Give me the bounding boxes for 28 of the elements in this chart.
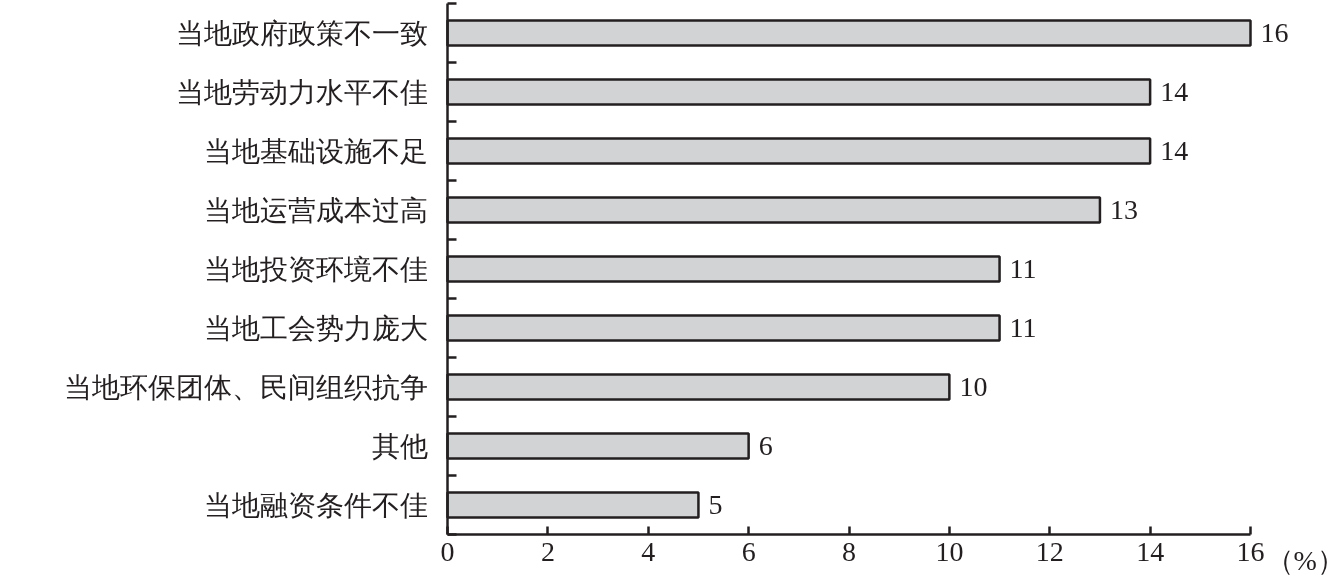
x-tick-label: 14 [1136,535,1165,567]
data-label: 14 [1160,135,1189,166]
y-tick-label: 当地运营成本过高 [203,194,428,226]
y-tick-label: 当地工会势力庞大 [203,312,428,344]
data-label: 11 [1009,312,1037,343]
data-label: 11 [1009,253,1037,284]
y-tick-label: 当地融资条件不佳 [203,489,428,521]
y-tick-label: 当地环保团体、民间组织抗争 [63,371,428,403]
x-tick-label: 8 [842,535,856,567]
y-tick-label: 当地基础设施不足 [203,135,428,167]
x-tick-label: 2 [540,535,555,567]
data-label: 14 [1160,76,1189,107]
x-tick-label: 10 [935,535,964,567]
data-label: 6 [758,430,773,461]
x-tick-label: 4 [641,535,656,567]
data-label: 5 [708,489,723,520]
x-tick-label: 12 [1035,535,1064,567]
x-tick-label: 0 [440,535,455,567]
data-label: 16 [1260,17,1289,48]
y-tick-label: 其他 [371,430,428,462]
x-tick-label: 16 [1236,535,1265,567]
y-tick-label: 当地投资环境不佳 [203,253,428,285]
data-label: 13 [1109,194,1138,225]
x-axis-title: （%） [1265,544,1342,576]
x-tick-label: 6 [741,535,756,567]
y-tick-label: 当地政府政策不一致 [175,17,428,49]
data-label: 10 [959,371,988,402]
y-tick-label: 当地劳动力水平不佳 [175,76,428,108]
